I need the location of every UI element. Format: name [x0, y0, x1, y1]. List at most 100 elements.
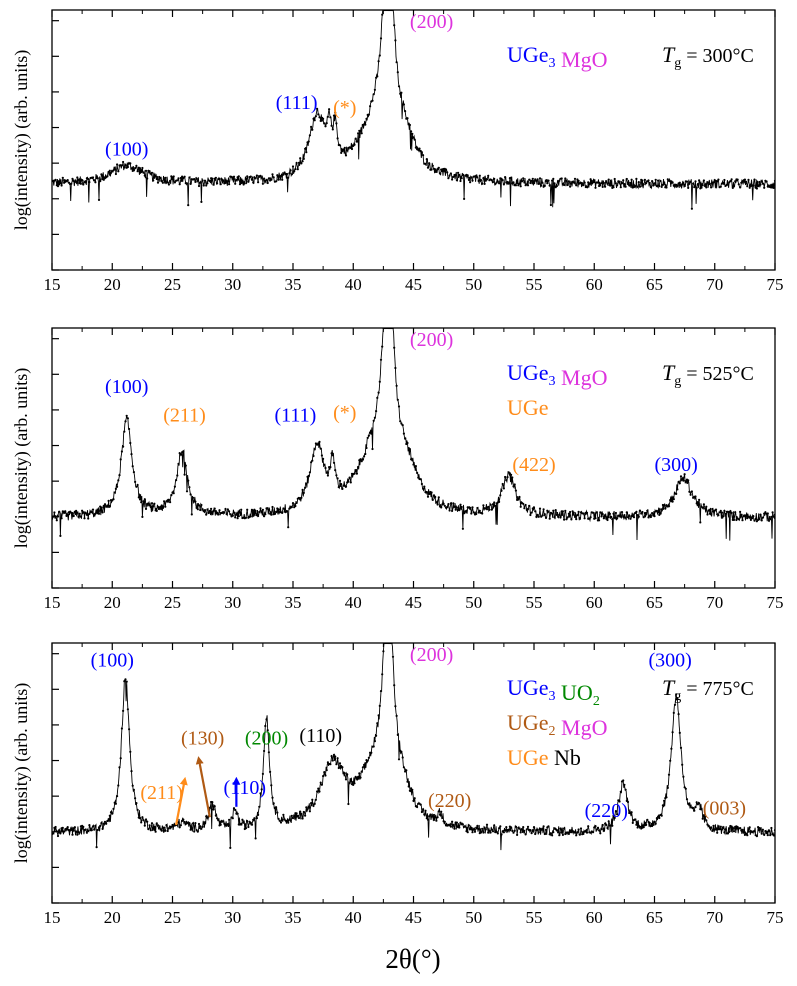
data-point: [360, 460, 363, 463]
data-point: [170, 825, 173, 829]
x-tick-label: 40: [345, 593, 362, 612]
data-point: [271, 796, 274, 799]
data-point: [312, 454, 315, 458]
data-point: [222, 820, 225, 823]
data-point: [681, 183, 684, 186]
data-point: [319, 447, 322, 450]
data-point: [434, 495, 437, 499]
data-point: [682, 775, 685, 778]
data-point: [604, 515, 607, 518]
data-point: [422, 808, 425, 811]
data-point: [150, 502, 154, 505]
data-point: [765, 832, 768, 835]
data-point: [585, 831, 589, 834]
data-point: [72, 514, 75, 518]
data-point: [76, 833, 79, 836]
data-point: [689, 493, 692, 496]
data-point: [112, 498, 115, 501]
data-point: [522, 177, 525, 180]
data-point: [164, 505, 167, 508]
data-point: [379, 690, 383, 693]
data-point: [745, 832, 748, 835]
data-point: [97, 826, 101, 829]
data-point: [196, 508, 199, 511]
data-point: [194, 180, 197, 183]
data-point: [763, 186, 766, 189]
data-point: [434, 815, 437, 819]
data-point: [219, 823, 222, 826]
data-point: [107, 499, 110, 502]
data-point: [257, 813, 260, 817]
data-point: [75, 180, 78, 183]
data-point: [623, 183, 626, 186]
data-point: [413, 797, 416, 800]
data-point: [700, 808, 703, 811]
data-point: [710, 826, 713, 829]
data-point: [154, 175, 157, 178]
data-point: [761, 828, 765, 831]
data-point: [106, 504, 109, 507]
data-point: [166, 181, 169, 184]
data-point: [702, 179, 706, 182]
data-point: [101, 827, 104, 831]
data-point: [628, 184, 631, 187]
data-point: [197, 504, 201, 507]
data-point: [276, 811, 279, 814]
data-point: [694, 180, 697, 183]
data-point: [493, 824, 496, 827]
data-point: [113, 491, 116, 494]
data-point: [672, 498, 675, 501]
data-point: [429, 813, 432, 816]
data-point: [501, 179, 504, 182]
data-point: [431, 815, 434, 818]
data-point: [178, 826, 181, 829]
data-point: [723, 509, 726, 512]
data-point: [116, 485, 119, 488]
phase-legend-entry: UGe: [507, 745, 549, 770]
data-point: [767, 519, 771, 522]
data-point: [759, 513, 762, 516]
data-point: [583, 517, 586, 520]
data-point: [426, 495, 430, 498]
data-point: [176, 474, 179, 477]
data-point: [602, 181, 606, 185]
data-point: [614, 810, 618, 813]
data-point: [119, 757, 122, 760]
data-point: [729, 180, 732, 183]
data-point: [449, 825, 452, 828]
data-point: [536, 178, 539, 181]
data-point: [534, 832, 537, 836]
phase-legend-row: UGe: [507, 395, 549, 420]
data-point: [103, 820, 107, 824]
data-point: [397, 758, 401, 761]
data-point: [591, 831, 595, 834]
data-point: [553, 182, 556, 185]
x-tick-label: 45: [405, 908, 422, 927]
data-point: [672, 711, 675, 715]
data-point: [470, 512, 473, 515]
data-point: [657, 511, 660, 514]
data-point: [214, 176, 217, 179]
data-point: [182, 450, 185, 453]
data-point: [340, 483, 343, 486]
data-point: [426, 166, 430, 169]
data-point: [214, 814, 217, 817]
data-point: [72, 179, 75, 182]
data-point: [108, 505, 111, 508]
data-point: [740, 513, 743, 516]
data-point: [94, 824, 97, 827]
data-point: [659, 179, 662, 183]
data-point: [55, 519, 58, 522]
data-point: [772, 515, 775, 518]
data-point: [655, 817, 659, 820]
data-point: [687, 186, 690, 189]
peak-label: (300): [655, 454, 698, 476]
data-point: [391, 10, 395, 12]
data-point: [144, 818, 148, 821]
data-point: [375, 410, 378, 413]
data-point: [184, 464, 187, 467]
data-point: [643, 178, 647, 181]
data-point: [573, 177, 577, 180]
data-point: [739, 510, 742, 513]
x-tick-label: 15: [44, 908, 61, 927]
